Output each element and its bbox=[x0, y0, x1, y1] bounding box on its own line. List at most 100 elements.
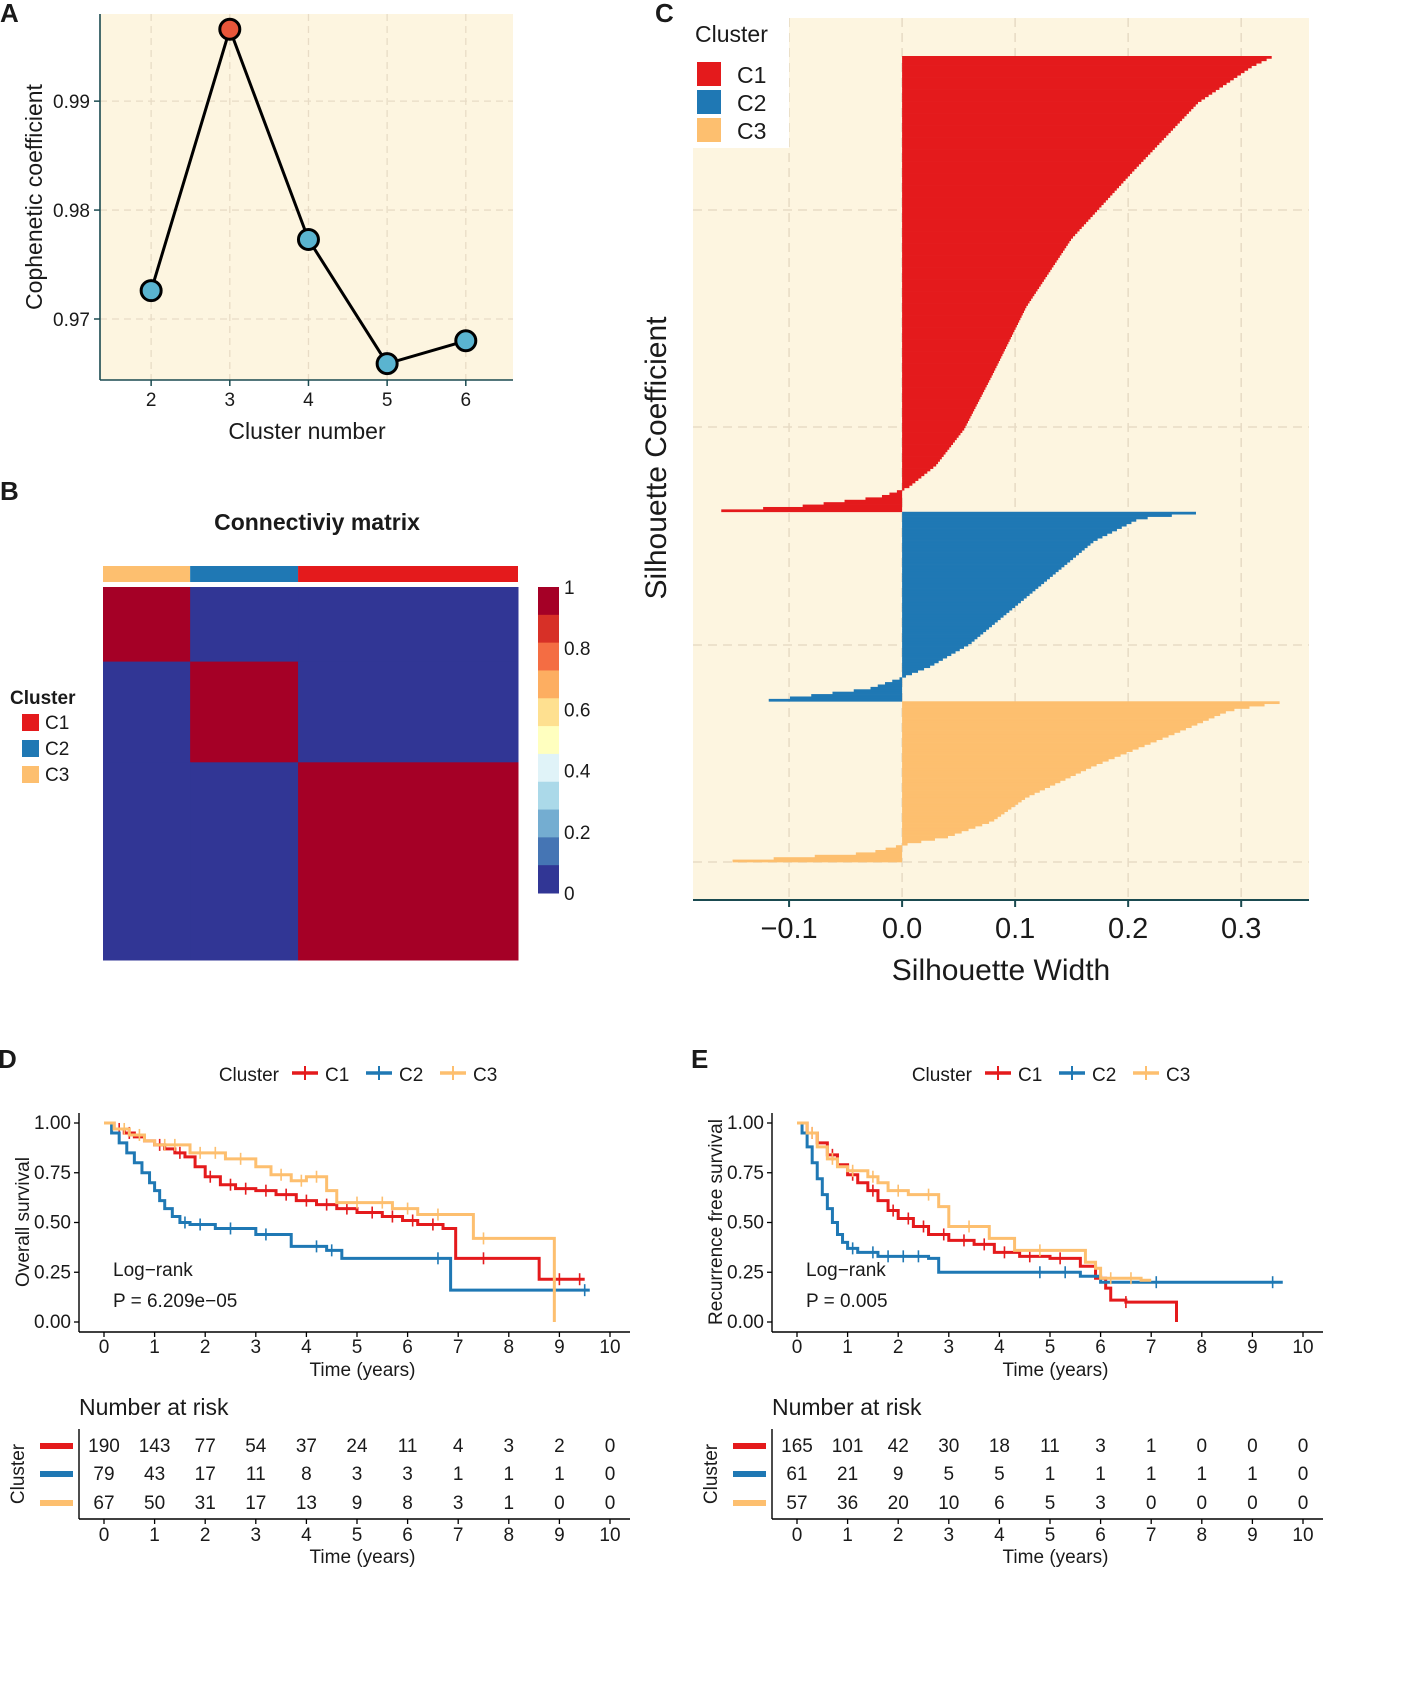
silhouette-bar bbox=[902, 749, 1133, 753]
silhouette-bar bbox=[902, 792, 1035, 796]
colorbar-tick-label: 0.4 bbox=[564, 762, 591, 783]
km-curve-c2 bbox=[104, 1121, 590, 1292]
silhouette-bar bbox=[902, 221, 1087, 225]
colorbar-step bbox=[538, 670, 559, 699]
silhouette-bar bbox=[902, 576, 1050, 580]
silhouette-bar bbox=[902, 547, 1085, 551]
heatmap-title: Connectiviy matrix bbox=[214, 509, 420, 535]
silhouette-bar bbox=[902, 744, 1145, 748]
km-legend-label: C1 bbox=[1018, 1065, 1042, 1086]
silhouette-bar bbox=[902, 101, 1199, 105]
silhouette-bar bbox=[895, 845, 903, 848]
silhouette-bar bbox=[902, 478, 919, 481]
x-tick-label: 4 bbox=[994, 1337, 1005, 1358]
silhouette-bar bbox=[902, 355, 1002, 359]
silhouette-bar bbox=[902, 137, 1164, 141]
silhouette-bar bbox=[902, 418, 970, 421]
x-tick-label: 3 bbox=[251, 1337, 262, 1358]
silhouette-bar bbox=[902, 447, 950, 450]
silhouette-bar bbox=[902, 566, 1062, 570]
risk-x-axis-title: Time (years) bbox=[1003, 1547, 1109, 1568]
silhouette-bar bbox=[902, 173, 1130, 177]
risk-x-tick-label: 0 bbox=[792, 1525, 803, 1546]
silhouette-bar bbox=[902, 593, 1030, 597]
risk-count: 0 bbox=[1146, 1493, 1157, 1514]
silhouette-bar bbox=[902, 521, 1132, 525]
silhouette-bar bbox=[902, 821, 990, 824]
risk-count: 1 bbox=[554, 1464, 565, 1485]
silhouette-bar bbox=[902, 199, 1106, 203]
silhouette-bar bbox=[902, 65, 1252, 69]
y-tick-label: 0.75 bbox=[727, 1163, 764, 1184]
silhouette-bar bbox=[902, 562, 1068, 565]
x-tick-label: 5 bbox=[382, 390, 393, 411]
silhouette-bar bbox=[902, 425, 966, 429]
silhouette-bar bbox=[902, 706, 1250, 709]
silhouette-bar bbox=[902, 156, 1146, 160]
risk-count: 20 bbox=[888, 1493, 909, 1514]
silhouette-bar bbox=[902, 746, 1139, 750]
silhouette-bar bbox=[763, 506, 903, 510]
silhouette-bar bbox=[902, 466, 934, 469]
x-tick-label: 0 bbox=[792, 1337, 803, 1358]
silhouette-bar bbox=[902, 379, 990, 383]
silhouette-bar bbox=[902, 89, 1216, 93]
risk-count: 5 bbox=[994, 1464, 1005, 1485]
silhouette-bar bbox=[902, 91, 1213, 95]
x-tick-label: 6 bbox=[1095, 1337, 1106, 1358]
silhouette-bar bbox=[902, 103, 1196, 107]
x-tick-label: 0.3 bbox=[1221, 913, 1261, 945]
silhouette-bar bbox=[902, 670, 919, 673]
silhouette-bar bbox=[902, 665, 931, 669]
silhouette-bar bbox=[902, 511, 1196, 515]
silhouette-bar bbox=[902, 727, 1186, 731]
risk-x-tick-label: 2 bbox=[893, 1525, 904, 1546]
cophenetic-point bbox=[296, 227, 320, 251]
y-axis-title: Silhouette Coefficient bbox=[640, 316, 673, 600]
silhouette-bar bbox=[902, 84, 1223, 88]
silhouette-bar bbox=[902, 439, 955, 443]
silhouette-bar bbox=[902, 370, 995, 373]
silhouette-bar bbox=[902, 559, 1071, 563]
silhouette-bar bbox=[902, 535, 1103, 539]
silhouette-bar bbox=[885, 682, 903, 685]
silhouette-bar bbox=[902, 725, 1192, 729]
x-tick-label: 8 bbox=[1197, 1337, 1208, 1358]
silhouette-bar bbox=[902, 113, 1187, 117]
risk-count: 61 bbox=[786, 1464, 807, 1485]
silhouette-bar bbox=[902, 605, 1016, 609]
logrank-label: Log−rank bbox=[113, 1260, 193, 1281]
risk-count: 5 bbox=[944, 1464, 955, 1485]
panel-letter-b: B bbox=[0, 476, 19, 506]
risk-count: 42 bbox=[888, 1436, 909, 1457]
risk-x-tick-label: 0 bbox=[99, 1525, 110, 1546]
x-tick-label: 7 bbox=[453, 1337, 464, 1358]
silhouette-bar bbox=[902, 214, 1093, 218]
x-tick-label: 10 bbox=[599, 1337, 620, 1358]
silhouette-bar bbox=[870, 686, 903, 690]
risk-count: 54 bbox=[245, 1436, 267, 1457]
y-tick-label: 0.98 bbox=[53, 201, 90, 222]
p-value-label: P = 6.209e−05 bbox=[113, 1291, 237, 1312]
silhouette-bar bbox=[902, 643, 969, 647]
silhouette-bar bbox=[902, 794, 1030, 798]
silhouette-bar bbox=[902, 223, 1084, 227]
silhouette-bar bbox=[902, 802, 1019, 805]
silhouette-bar bbox=[902, 58, 1267, 62]
risk-count: 0 bbox=[1197, 1493, 1208, 1514]
x-tick-label: 2 bbox=[146, 390, 157, 411]
colorbar-tick-label: 1 bbox=[564, 578, 575, 599]
silhouette-bar bbox=[902, 202, 1104, 206]
x-tick-label: 5 bbox=[1045, 1337, 1056, 1358]
silhouette-bar bbox=[902, 437, 957, 441]
risk-count: 0 bbox=[605, 1436, 616, 1457]
silhouette-bar bbox=[902, 586, 1039, 589]
silhouette-bar bbox=[902, 518, 1137, 522]
silhouette-bar bbox=[902, 720, 1204, 724]
silhouette-bar bbox=[902, 470, 928, 474]
silhouette-bar bbox=[902, 485, 910, 489]
silhouette-bar bbox=[902, 730, 1181, 733]
silhouette-bar bbox=[902, 770, 1081, 774]
silhouette-bar bbox=[902, 295, 1033, 299]
silhouette-bar bbox=[902, 461, 939, 465]
